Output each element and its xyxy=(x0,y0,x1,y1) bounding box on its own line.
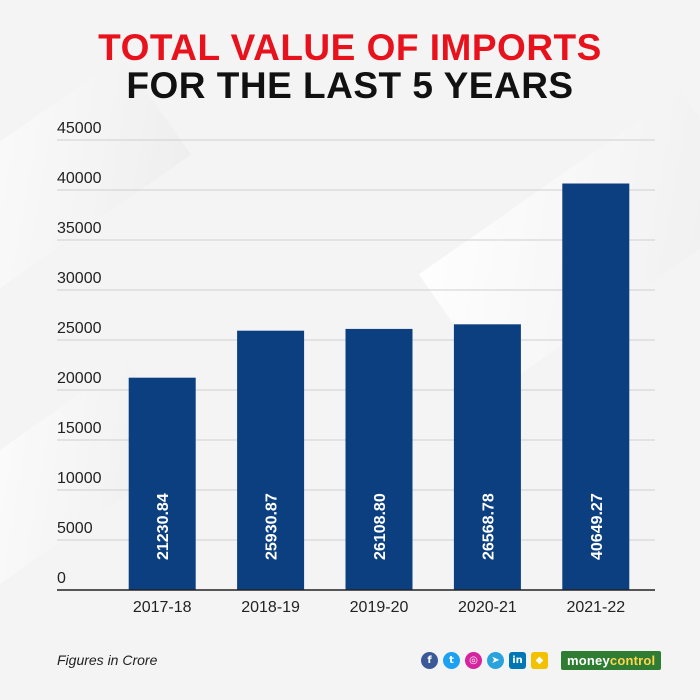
bar-value-label: 26108.80 xyxy=(372,493,389,560)
y-tick-label: 25000 xyxy=(57,320,102,337)
y-tick-label: 40000 xyxy=(57,170,102,187)
snapchat-icon: ◆ xyxy=(531,652,548,669)
y-tick-label: 35000 xyxy=(57,220,102,237)
social-icons: f t ◎ ➤ in ◆ xyxy=(421,652,548,669)
bar-2017-18 xyxy=(128,377,196,590)
moneycontrol-logo: moneycontrol xyxy=(561,651,662,670)
bar-2018-19 xyxy=(237,330,305,590)
telegram-icon: ➤ xyxy=(487,652,504,669)
bar-value-label: 21230.84 xyxy=(155,493,172,560)
x-tick-label: 2017-18 xyxy=(133,599,192,616)
y-tick-label: 30000 xyxy=(57,270,102,287)
x-tick-label: 2020-21 xyxy=(458,599,517,616)
bars: 21230.84 25930.87 26108.80 26568.78 40649.27 xyxy=(128,183,630,590)
y-tick-label: 10000 xyxy=(57,470,102,487)
y-tick-label: 20000 xyxy=(57,370,102,387)
twitter-icon: t xyxy=(443,652,460,669)
instagram-icon: ◎ xyxy=(465,652,482,669)
y-tick-label: 45000 xyxy=(57,120,102,137)
chart-title-line2: FOR THE LAST 5 YEARS xyxy=(126,65,574,106)
bar-value-label: 26568.78 xyxy=(480,493,497,560)
bar-value-label: 40649.27 xyxy=(589,493,606,560)
bar-2021-22 xyxy=(562,183,630,590)
bar-value-label: 25930.87 xyxy=(264,493,281,560)
linkedin-icon: in xyxy=(509,652,526,669)
y-tick-label: 5000 xyxy=(57,520,93,537)
figures-note: Figures in Crore xyxy=(57,652,158,668)
chart-title-line1: TOTAL VALUE OF IMPORTS xyxy=(98,27,602,68)
bar-2019-20 xyxy=(345,328,413,590)
x-tick-label: 2019-20 xyxy=(350,599,409,616)
y-axis-ticks: 0 5000 10000 15000 20000 25000 30000 35000 40000… xyxy=(57,120,102,587)
x-tick-label: 2018-19 xyxy=(241,599,300,616)
x-tick-label: 2021-22 xyxy=(566,599,625,616)
y-tick-label: 15000 xyxy=(57,420,102,437)
x-axis-ticks: 2017-18 2018-19 2019-20 2020-21 2021-22 xyxy=(133,599,625,616)
facebook-icon: f xyxy=(421,652,438,669)
y-tick-label: 0 xyxy=(57,570,66,587)
bar-2020-21 xyxy=(453,324,521,590)
